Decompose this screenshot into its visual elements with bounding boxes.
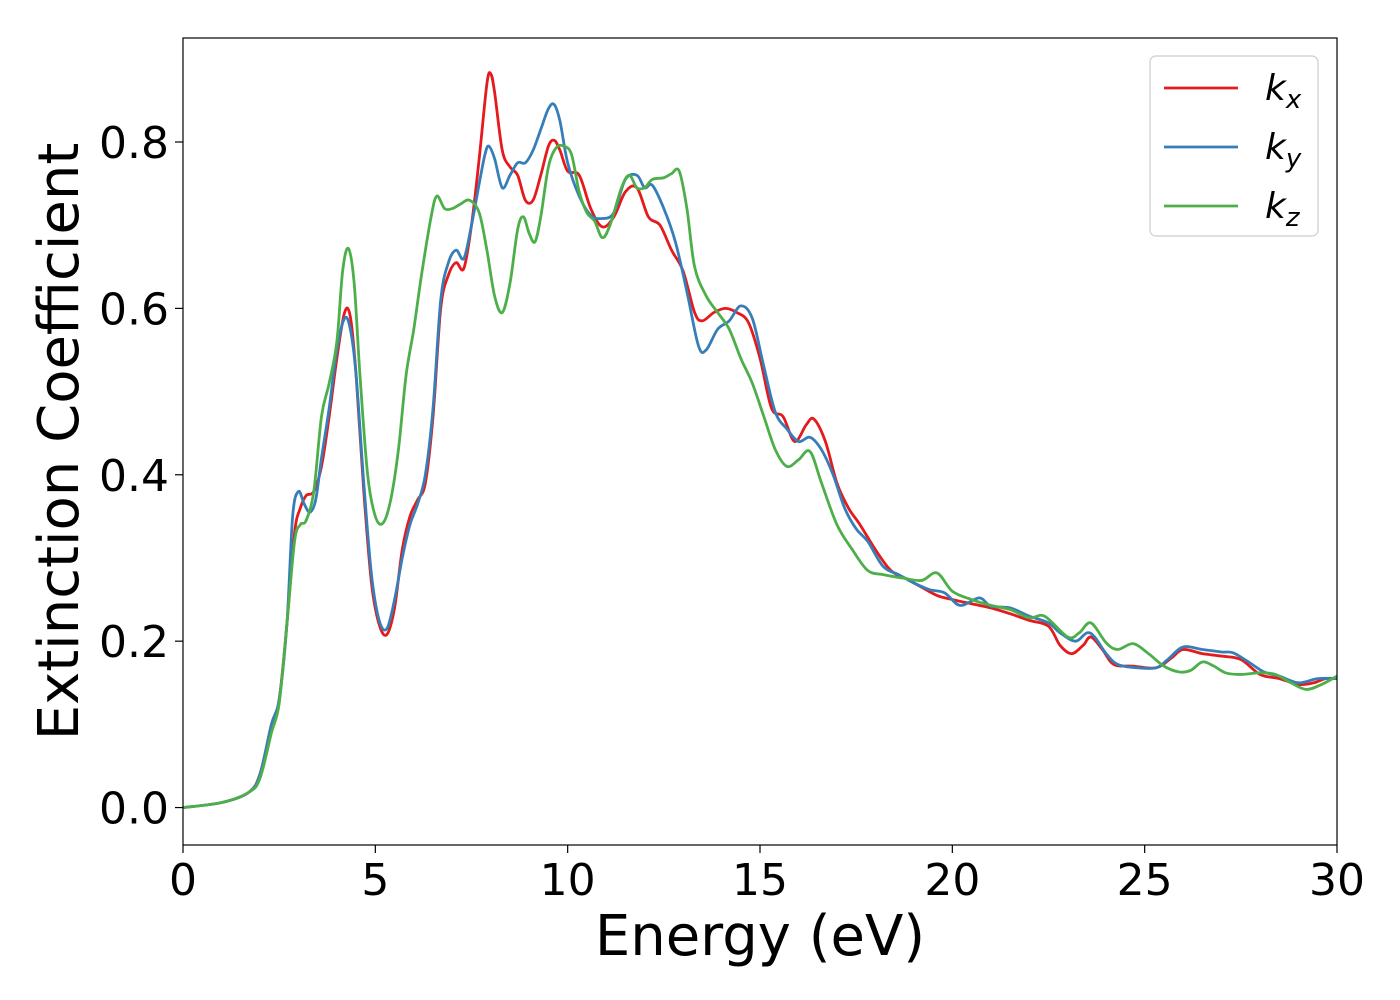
series-line-z (183, 143, 1337, 809)
x-tick-label: 5 (361, 855, 389, 906)
x-tick-label: 10 (540, 855, 596, 906)
legend-label: kx (1265, 68, 1302, 115)
y-tick-label: 0.2 (99, 617, 169, 668)
y-tick-label: 0.4 (99, 451, 169, 502)
legend-label: ky (1265, 127, 1302, 174)
x-axis: 0 5 10 15 20 25 30 (169, 845, 1365, 906)
x-tick-label: 30 (1309, 855, 1365, 906)
x-tick-label: 15 (732, 855, 788, 906)
legend-label-subscript: z (1285, 203, 1301, 233)
legend-item-x[interactable]: kx (1164, 68, 1302, 115)
x-tick-label: 20 (924, 855, 980, 906)
y-tick-label: 0.8 (99, 118, 169, 169)
x-tick-label: 25 (1117, 855, 1173, 906)
legend-label-subscript: x (1285, 85, 1302, 115)
x-axis-title: Energy (eV) (595, 904, 925, 969)
legend-label-subscript: y (1285, 144, 1302, 174)
series-layer (183, 71, 1337, 809)
y-axis: 0.0 0.2 0.4 0.6 0.8 (99, 118, 183, 835)
y-tick-label: 0.6 (99, 284, 169, 335)
y-axis-title: Extinction Coefficient (27, 143, 92, 741)
y-tick-label: 0.0 (99, 784, 169, 835)
legend-item-y[interactable]: ky (1164, 127, 1302, 174)
x-tick-label: 0 (169, 855, 197, 906)
